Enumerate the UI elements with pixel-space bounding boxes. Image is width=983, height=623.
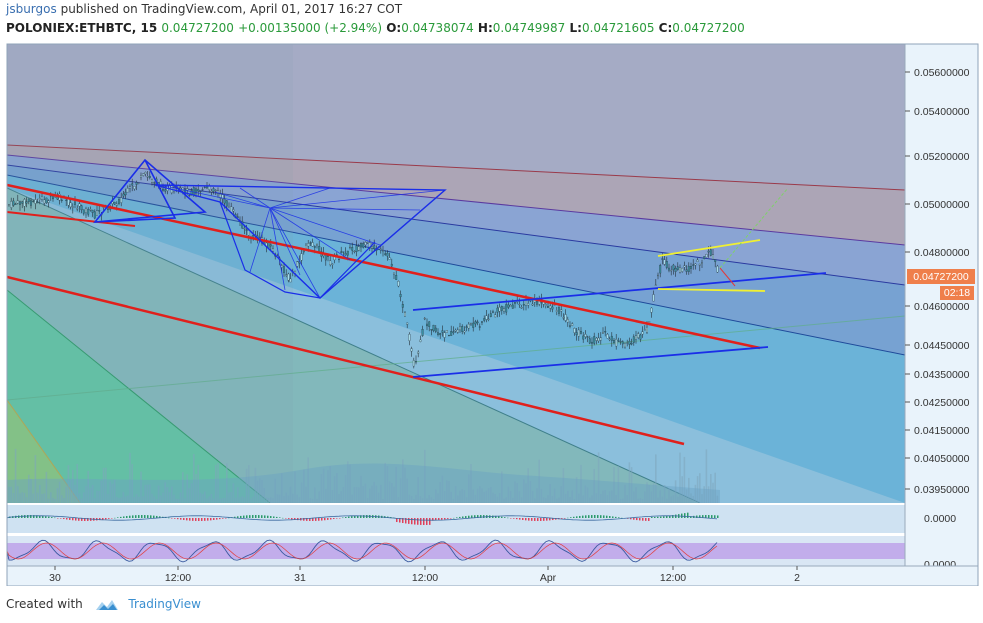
price-tick-label: 0.04050000 [914,453,970,465]
close-label: C: [658,21,673,35]
price-axis-bg[interactable] [905,44,978,566]
publish-text: published on TradingView.com, April 01, … [60,2,403,16]
pattern-rays[interactable] [159,184,446,299]
flag-lower[interactable] [657,288,766,292]
fan-band [7,175,905,503]
fan-line[interactable] [7,187,701,503]
time-shade [7,44,293,503]
projection-down[interactable] [719,267,736,287]
macd-axis-label: 0.0000 [924,513,956,525]
trendline-red-short[interactable] [7,211,136,227]
created-with-text: Created with [6,597,83,611]
open-value: 0.04738074 [401,21,474,35]
price-tick-label: 0.04350000 [914,369,970,381]
countdown-tag: 02:18 [940,286,974,300]
time-tick-label: 12:00 [412,572,438,584]
channel-lower[interactable] [412,346,769,378]
volume-bars [8,448,719,503]
time-tick-label: 2 [794,572,800,584]
price-tick-label: 0.05000000 [914,199,970,211]
svg-text:0.04727200: 0.04727200 [913,271,969,283]
time-tick-label: 12:00 [165,572,191,584]
fan-band [7,145,905,245]
high-value: 0.04749987 [492,21,566,35]
price-tick-label: 0.04450000 [914,340,970,352]
pattern-path[interactable] [219,201,376,299]
last-price-tag: 0.04727200 [907,269,975,284]
fan-line[interactable] [7,144,905,191]
chart-svg[interactable]: 0.05600000 0.05400000 0.05200000 0.05000000… [0,40,983,586]
publish-info: jsburgos published on TradingView.com, A… [6,2,402,16]
price-tick-label: 0.03950000 [914,484,970,496]
pattern-leg[interactable] [94,159,177,223]
time-tick-label: Apr [540,572,557,584]
price-tick-label: 0.04800000 [914,247,970,259]
price-tick-label: 0.04600000 [914,301,970,313]
low-label: L: [569,21,582,35]
last-value: 0.04727200 [161,21,234,35]
price-tick-label: 0.05200000 [914,151,970,163]
chart-area[interactable]: 0.05600000 0.05400000 0.05200000 0.05000000… [0,40,983,586]
author-link[interactable]: jsburgos [6,2,57,16]
channel-upper[interactable] [412,272,827,311]
price-tick-label: 0.05600000 [914,67,970,79]
symbol-label[interactable]: POLONIEX:ETHBTC, 15 [6,21,158,35]
macd-pane[interactable] [6,505,905,533]
time-axis[interactable]: 30 12:00 31 12:00 Apr 12:00 2 [49,566,800,584]
time-tick-label: 12:00 [660,572,686,584]
stoch-pane[interactable] [6,536,905,566]
svg-text:02:18: 02:18 [944,287,970,299]
price-tick-label: 0.05400000 [914,106,970,118]
macd-line [6,515,718,521]
symbol-legend: POLONIEX:ETHBTC, 15 0.04727200 +0.001350… [6,21,745,35]
trendline-red-upper[interactable] [7,183,761,350]
fan-line[interactable] [7,174,905,356]
time-axis-bg[interactable] [7,566,978,586]
tradingview-logo-icon[interactable] [95,598,119,612]
low-value: 0.04721605 [581,21,655,35]
flag-upper[interactable] [657,239,761,257]
time-tick-label: 30 [49,572,61,584]
fan-line[interactable] [7,315,905,401]
footer: Created with TradingView [6,597,201,612]
price-tick-label: 0.04250000 [914,397,970,409]
high-label: H: [477,21,493,35]
change-value: +0.00135000 (+2.94%) [238,21,383,35]
volume-area [7,463,720,503]
price-tick-label: 0.04150000 [914,425,970,437]
trendline-red-lower[interactable] [7,275,685,446]
fan-band [7,44,905,190]
open-label: O: [386,21,402,35]
price-axis[interactable]: 0.05600000 0.05400000 0.05200000 0.05000000… [905,67,970,496]
close-value: 0.04727200 [672,21,745,35]
stoch-d-line [6,542,718,560]
time-tick-label: 31 [294,572,306,584]
projection-up[interactable] [719,187,789,269]
main-pane[interactable] [7,44,905,503]
brand-link[interactable]: TradingView [128,597,201,611]
